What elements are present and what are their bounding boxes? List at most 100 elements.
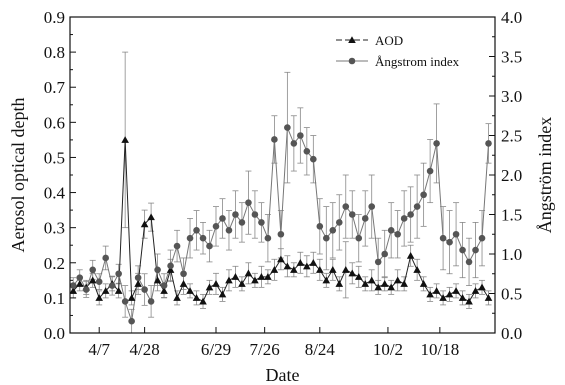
right-tick-label: 1.5 (501, 206, 522, 225)
aod-point (471, 287, 480, 294)
aod-point (121, 136, 129, 143)
angstrom-point (102, 254, 109, 262)
angstrom-point (310, 155, 317, 163)
angstrom-point (258, 219, 265, 226)
aod-point (335, 280, 344, 287)
angstrom-point (284, 124, 291, 131)
left-tick-label: 0.5 (44, 148, 65, 167)
angstrom-point (238, 219, 246, 226)
aod-point (134, 280, 142, 287)
aod-point (173, 294, 181, 301)
right-tick-label: 4.0 (501, 8, 522, 27)
aod-point (413, 266, 421, 273)
aod-point (153, 276, 162, 284)
left-tick-label: 0.4 (44, 184, 66, 203)
angstrom-point (322, 234, 330, 242)
aod-point (303, 262, 311, 270)
angstrom-point (426, 167, 434, 175)
aod-point (264, 273, 272, 280)
legend-angstrom-marker (348, 57, 356, 65)
angstrom-point (173, 242, 181, 250)
angstrom-point (69, 282, 77, 289)
aod-point (439, 294, 447, 301)
aod-point (445, 290, 454, 298)
left-axis-title: Aerosol optical depth (8, 98, 28, 253)
aod-point (380, 280, 389, 287)
angstrom-point (361, 215, 369, 222)
angstrom-point (413, 203, 421, 210)
x-tick-label: 4/28 (130, 340, 160, 359)
aod-point (231, 273, 240, 280)
angstrom-point (420, 191, 427, 199)
x-tick-label: 10/18 (420, 340, 459, 359)
aod-point (251, 276, 259, 284)
left-tick-label: 0.2 (44, 254, 65, 273)
angstrom-point (368, 203, 376, 210)
angstrom-point (199, 234, 207, 242)
aod-point (309, 258, 318, 266)
aod-point (419, 280, 428, 287)
aod-point (88, 276, 97, 284)
legend-label: Ångstrom index (375, 54, 460, 69)
angstrom-point (264, 234, 272, 242)
angstrom-point (374, 258, 382, 266)
angstrom-point (206, 242, 213, 250)
legend-aod-marker (348, 36, 356, 44)
x-tick-label: 7/26 (250, 340, 280, 359)
angstrom-point (303, 148, 311, 155)
angstrom-point (251, 211, 259, 218)
angstrom-point (452, 230, 460, 238)
aod-point (225, 276, 233, 284)
angstrom-point (115, 270, 122, 278)
right-tick-label: 1.0 (501, 245, 522, 264)
angstrom-point (76, 274, 84, 282)
right-tick-label: 3.5 (501, 48, 522, 67)
angstrom-point (329, 227, 337, 234)
aod-point (244, 269, 253, 277)
angstrom-point (167, 262, 174, 270)
aod-point (328, 266, 337, 273)
aod-point (341, 266, 350, 273)
angstrom-point (465, 258, 473, 266)
aod-point (484, 294, 493, 301)
angstrom-point (134, 274, 142, 282)
aod-point (147, 213, 155, 221)
right-tick-label: 2.5 (501, 127, 522, 146)
angstrom-point (82, 286, 90, 293)
legend-label: AOD (375, 33, 403, 48)
aod-point (69, 287, 78, 294)
legend: AOD Ångstrom index (336, 33, 460, 69)
angstrom-point (245, 199, 252, 206)
angstrom-point (128, 317, 135, 325)
aod-point (101, 287, 110, 294)
aod-point (387, 283, 395, 291)
angstrom-point (387, 227, 395, 234)
aod-point (75, 280, 84, 287)
angstrom-point (219, 215, 226, 222)
aod-point (179, 280, 188, 287)
angstrom-point (335, 219, 343, 226)
angstrom-point (433, 140, 440, 147)
aod-point (199, 297, 207, 305)
angstrom-point (160, 282, 168, 289)
aod-point (296, 258, 305, 266)
angstrom-point (108, 282, 116, 289)
angstrom-point (407, 211, 414, 218)
aod-point (160, 287, 168, 294)
aod-point (186, 287, 194, 294)
angstrom-point (212, 223, 220, 230)
angstrom-point (297, 132, 304, 139)
aod-point (354, 273, 363, 280)
left-tick-label: 0.1 (44, 289, 65, 308)
angstrom-point (271, 136, 278, 143)
angstrom-point (478, 234, 486, 242)
aod-point (192, 294, 201, 301)
aod-point (452, 287, 460, 294)
x-tick-label: 4/7 (88, 340, 110, 359)
x-tick-label: 6/29 (201, 340, 231, 359)
aod-point (257, 273, 266, 280)
aod-point (426, 290, 434, 298)
aod-point (127, 294, 136, 301)
angstrom-point (355, 234, 363, 242)
